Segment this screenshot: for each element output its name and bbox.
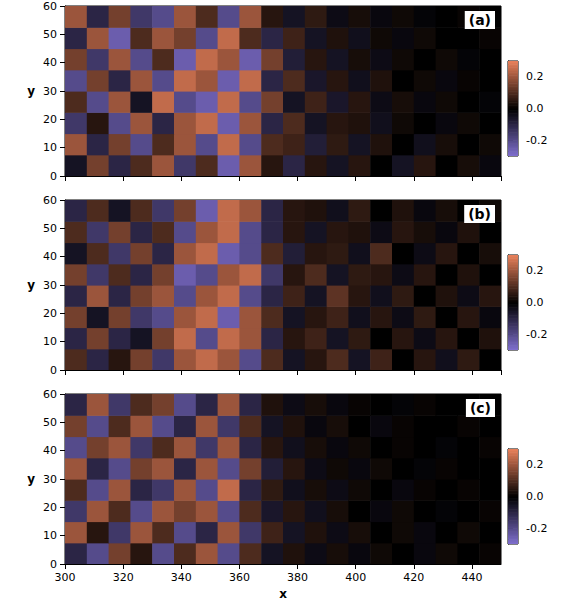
svg-text:40: 40 <box>43 250 57 263</box>
svg-text:380: 380 <box>287 571 308 584</box>
svg-text:40: 40 <box>43 56 57 69</box>
svg-text:340: 340 <box>171 571 192 584</box>
svg-text:y: y <box>27 278 35 292</box>
svg-text:0.2: 0.2 <box>526 264 544 277</box>
svg-text:440: 440 <box>461 571 482 584</box>
svg-text:10: 10 <box>43 141 57 154</box>
svg-text:y: y <box>27 84 35 98</box>
svg-text:60: 60 <box>43 388 57 401</box>
svg-text:360: 360 <box>229 571 250 584</box>
svg-text:(c): (c) <box>470 400 491 416</box>
svg-text:0.2: 0.2 <box>526 458 544 471</box>
svg-text:0: 0 <box>50 170 57 183</box>
svg-text:300: 300 <box>55 571 76 584</box>
svg-text:y: y <box>27 472 35 486</box>
svg-text:0.2: 0.2 <box>526 70 544 83</box>
svg-text:10: 10 <box>43 529 57 542</box>
svg-text:(a): (a) <box>469 12 491 28</box>
svg-text:0: 0 <box>50 558 57 571</box>
svg-text:20: 20 <box>43 113 57 126</box>
svg-text:-0.2: -0.2 <box>526 328 547 341</box>
svg-text:20: 20 <box>43 501 57 514</box>
svg-text:400: 400 <box>345 571 366 584</box>
svg-text:0.0: 0.0 <box>526 296 544 309</box>
svg-text:30: 30 <box>43 279 57 292</box>
svg-text:40: 40 <box>43 444 57 457</box>
svg-text:50: 50 <box>43 416 57 429</box>
svg-text:-0.2: -0.2 <box>526 134 547 147</box>
svg-text:-0.2: -0.2 <box>526 522 547 535</box>
svg-text:(b): (b) <box>468 206 491 222</box>
svg-text:50: 50 <box>43 222 57 235</box>
svg-text:0.0: 0.0 <box>526 102 544 115</box>
svg-text:20: 20 <box>43 307 57 320</box>
svg-text:30: 30 <box>43 473 57 486</box>
svg-text:60: 60 <box>43 0 57 13</box>
svg-text:0.0: 0.0 <box>526 490 544 503</box>
svg-text:10: 10 <box>43 335 57 348</box>
svg-text:320: 320 <box>113 571 134 584</box>
svg-text:60: 60 <box>43 194 57 207</box>
svg-text:30: 30 <box>43 85 57 98</box>
svg-text:50: 50 <box>43 28 57 41</box>
svg-text:x: x <box>279 587 287 601</box>
svg-text:420: 420 <box>403 571 424 584</box>
svg-text:0: 0 <box>50 364 57 377</box>
